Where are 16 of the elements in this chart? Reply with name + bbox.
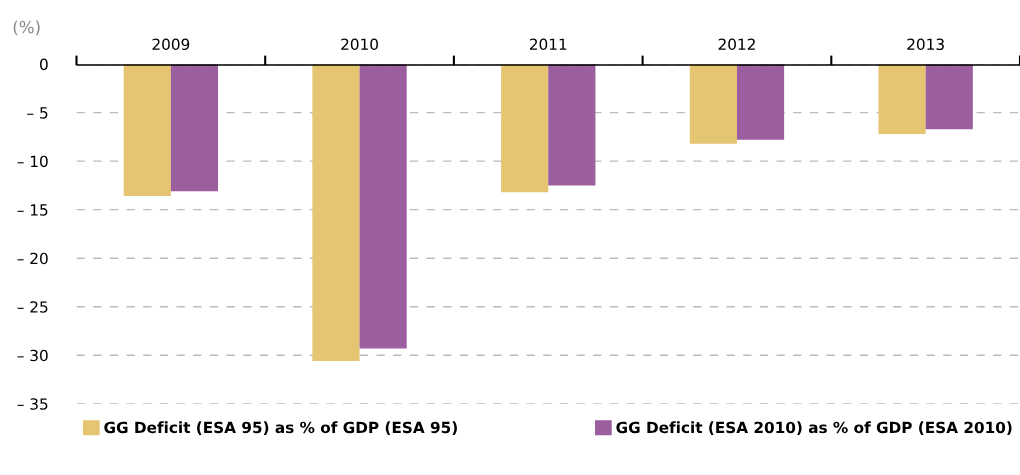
y-tick-label: – 15 — [17, 204, 48, 216]
y-tick-label: – 5 — [27, 107, 48, 119]
y-tick-label: – 30 — [17, 349, 48, 362]
legend-label: GG Deficit (ESA 95) as % of GDP (ESA 95) — [104, 421, 457, 435]
x-tick-label: 2013 — [907, 38, 944, 51]
y-tick-label: – 10 — [17, 155, 48, 168]
y-tick-label: – 20 — [17, 252, 48, 265]
y-tick-label: – 35 — [17, 398, 48, 410]
x-tick-label: 2010 — [341, 38, 378, 51]
x-tick-label: 2009 — [152, 38, 190, 51]
y-tick-label: 0 — [40, 58, 48, 71]
y-tick-label: – 25 — [17, 301, 48, 313]
x-tick-label: 2011 — [529, 38, 567, 51]
legend-label: GG Deficit (ESA 2010) as % of GDP (ESA 2010) — [616, 421, 1012, 435]
x-tick-label: 2012 — [718, 38, 755, 51]
y-axis-title: (%) — [13, 20, 40, 36]
